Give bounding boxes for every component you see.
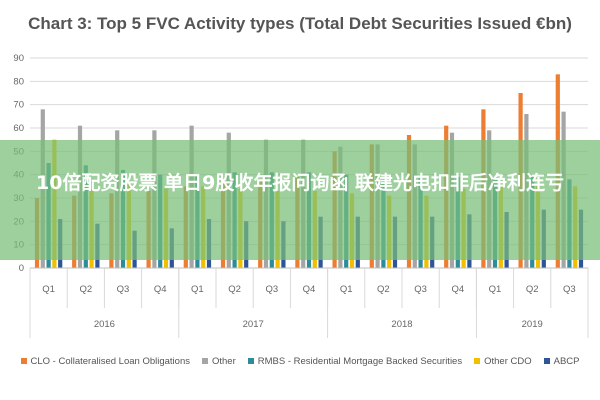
- x-tick-label: Q1: [42, 284, 55, 295]
- legend-item: RMBS - Residential Mortgage Backed Secur…: [247, 355, 463, 367]
- legend-item: CLO - Collateralised Loan Obligations: [20, 355, 190, 367]
- legend-label: RMBS - Residential Mortgage Backed Secur…: [257, 355, 463, 367]
- y-tick-label: 60: [13, 123, 24, 134]
- year-label: 2019: [522, 319, 543, 330]
- legend-item: Other: [201, 355, 236, 367]
- legend-label: Other CDO: [484, 355, 532, 367]
- year-label: 2016: [94, 319, 115, 330]
- legend-item: ABCP: [543, 355, 580, 367]
- legend-swatch: [474, 358, 481, 364]
- y-tick-label: 70: [13, 100, 24, 111]
- x-tick-label: Q2: [377, 284, 390, 295]
- legend-label: ABCP: [553, 355, 580, 367]
- chart-title: Chart 3: Top 5 FVC Activity types (Total…: [28, 14, 572, 33]
- chart-legend: CLO - Collateralised Loan Obligations Oth…: [0, 353, 600, 369]
- legend-swatch: [247, 358, 254, 364]
- overlay-banner[interactable]: 10倍配资股票 单日9股收年报问询函 联建光电扣非后净利连亏: [0, 140, 600, 260]
- x-tick-label: Q3: [563, 284, 576, 295]
- legend-label: CLO - Collateralised Loan Obligations: [30, 355, 190, 367]
- legend-label: Other: [211, 355, 236, 367]
- y-tick-label: 80: [13, 76, 24, 87]
- year-label: 2018: [391, 319, 412, 330]
- x-tick-label: Q3: [414, 284, 427, 295]
- x-tick-label: Q1: [191, 284, 204, 295]
- y-tick-label: 90: [13, 53, 24, 64]
- legend-item: Other CDO: [474, 356, 532, 367]
- x-tick-label: Q1: [340, 284, 353, 295]
- x-tick-label: Q2: [79, 284, 92, 295]
- y-tick-label: 0: [19, 263, 24, 274]
- x-tick-label: Q1: [489, 284, 502, 295]
- x-tick-label: Q3: [117, 284, 130, 295]
- x-tick-label: Q2: [526, 284, 539, 295]
- x-tick-label: Q3: [265, 284, 278, 295]
- year-label: 2017: [243, 319, 264, 330]
- overlay-banner-text[interactable]: 10倍配资股票 单日9股收年报问询函 联建光电扣非后净利连亏: [36, 172, 564, 194]
- x-tick-label: Q4: [451, 284, 464, 295]
- x-tick-label: Q4: [303, 284, 316, 295]
- x-tick-label: Q4: [154, 284, 167, 295]
- legend-swatch: [201, 358, 208, 364]
- legend-swatch: [543, 358, 550, 364]
- legend-swatch: [20, 358, 27, 364]
- x-tick-label: Q2: [228, 284, 241, 295]
